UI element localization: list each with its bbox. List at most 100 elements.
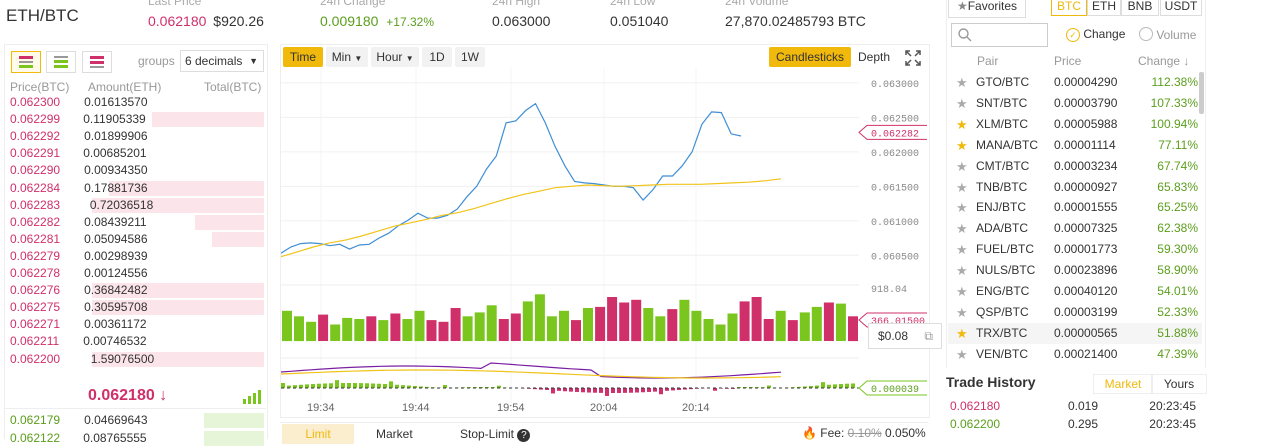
star-icon[interactable]: ★ bbox=[956, 260, 968, 281]
limit-tab[interactable]: Limit bbox=[282, 424, 354, 444]
star-icon[interactable]: ★ bbox=[956, 156, 968, 177]
ask-row[interactable]: 0.06228311.5660.72036518 bbox=[6, 197, 264, 214]
ask-row[interactable]: 0.0622765.9160.36842482 bbox=[6, 282, 264, 299]
market-tab-usdt[interactable]: USDT bbox=[1160, 0, 1202, 16]
star-icon[interactable]: ★ bbox=[956, 281, 968, 302]
market-col-price: Price bbox=[1054, 54, 1081, 68]
macd-bar bbox=[281, 383, 285, 388]
depth-tab[interactable]: Depth bbox=[853, 47, 895, 67]
star-icon[interactable]: ★ bbox=[956, 239, 968, 260]
star-icon[interactable]: ★ bbox=[956, 218, 968, 239]
ask-total: 0.01613570 bbox=[84, 95, 147, 109]
ask-row[interactable]: 0.0622821.3550.08439211 bbox=[6, 214, 264, 231]
market-search-input[interactable] bbox=[951, 23, 1048, 47]
star-icon[interactable]: ★ bbox=[956, 93, 968, 114]
ask-row[interactable]: 0.0622991.9110.11905339 bbox=[6, 111, 264, 128]
external-link-icon[interactable]: ⧉ bbox=[924, 324, 933, 348]
ask-depth-bar bbox=[212, 232, 264, 247]
arrow-down-icon: ↓ bbox=[159, 387, 167, 404]
high-value: 0.063000 bbox=[492, 13, 550, 29]
orderbook-view-asks-button[interactable] bbox=[82, 51, 112, 73]
orderbook-view-both-button[interactable] bbox=[11, 51, 41, 73]
market-pair: CMT/BTC bbox=[976, 156, 1029, 177]
star-icon[interactable]: ★ bbox=[956, 197, 968, 218]
trade-yours-tab[interactable]: Yours bbox=[1151, 374, 1207, 394]
market-price: 0.00001114 bbox=[1054, 135, 1116, 156]
bid-row[interactable]: 0.0621221.4110.08765555 bbox=[6, 430, 264, 447]
macd-bar bbox=[371, 383, 375, 388]
star-icon[interactable]: ★ bbox=[956, 114, 968, 135]
volume-bar bbox=[740, 301, 750, 341]
low-value: 0.051040 bbox=[610, 13, 668, 29]
star-icon[interactable]: ★ bbox=[956, 135, 968, 156]
volume-bar bbox=[691, 311, 701, 341]
macd-bar bbox=[623, 388, 627, 393]
change-stat: 0.009180 +17.32% bbox=[320, 13, 434, 29]
market-scrollbar[interactable] bbox=[1199, 72, 1204, 114]
market-change: 77.11% bbox=[1158, 135, 1198, 156]
1w-tab[interactable]: 1W bbox=[455, 47, 485, 67]
market-change: 62.38% bbox=[1157, 218, 1198, 239]
market-price: 0.00003199 bbox=[1054, 302, 1117, 323]
market-change: 67.74% bbox=[1157, 156, 1198, 177]
decimals-select[interactable]: 6 decimals ▼ bbox=[180, 50, 264, 72]
orderbook-view-bids-button[interactable] bbox=[46, 51, 76, 73]
change-radio[interactable]: ✓ Change bbox=[1066, 27, 1125, 42]
star-icon[interactable]: ★ bbox=[956, 344, 968, 365]
ask-row[interactable]: 0.0622842.8710.17881736 bbox=[6, 180, 264, 197]
volume-bar bbox=[487, 305, 497, 341]
ask-row[interactable]: 0.06220025.5751.59076500 bbox=[6, 351, 264, 368]
fullscreen-icon[interactable] bbox=[905, 50, 921, 66]
min-dropdown[interactable]: Min ▼ bbox=[326, 47, 368, 67]
volume-bar bbox=[595, 307, 605, 341]
time-tab[interactable]: Time bbox=[283, 47, 323, 67]
market-tab-btc[interactable]: BTC bbox=[1051, 0, 1087, 16]
1d-tab[interactable]: 1D bbox=[422, 47, 452, 67]
change-pct: +17.32% bbox=[386, 15, 434, 29]
candlesticks-tab[interactable]: Candlesticks bbox=[769, 47, 851, 67]
star-icon[interactable]: ★ bbox=[956, 177, 968, 198]
market-tab[interactable]: Market bbox=[376, 427, 413, 441]
price-chart[interactable]: 0.0630000.0625000.0620000.0615000.061000… bbox=[281, 68, 927, 416]
market-price: 0.00040120 bbox=[1054, 281, 1117, 302]
star-icon[interactable]: ★ bbox=[956, 323, 968, 344]
trade-market-tab[interactable]: Market bbox=[1093, 374, 1153, 394]
star-icon[interactable]: ★ bbox=[956, 302, 968, 323]
volume-bar bbox=[330, 325, 340, 342]
market-col-change[interactable]: Change ↓ bbox=[1138, 54, 1189, 68]
favorites-tab[interactable]: ★Favorites bbox=[948, 0, 1026, 18]
market-tab-eth[interactable]: ETH bbox=[1087, 0, 1121, 16]
volume-radio[interactable]: Volume bbox=[1139, 27, 1196, 42]
market-tab-bnb[interactable]: BNB bbox=[1121, 0, 1159, 16]
ask-row[interactable]: 0.0622754.9130.30595708 bbox=[6, 299, 264, 316]
star-icon[interactable]: ★ bbox=[956, 72, 968, 93]
stop-limit-tab[interactable]: Stop-Limit ? bbox=[460, 427, 530, 442]
hour-dropdown[interactable]: Hour ▼ bbox=[371, 47, 419, 67]
market-price: 0.00023896 bbox=[1054, 260, 1117, 281]
help-icon[interactable]: ? bbox=[517, 429, 530, 442]
